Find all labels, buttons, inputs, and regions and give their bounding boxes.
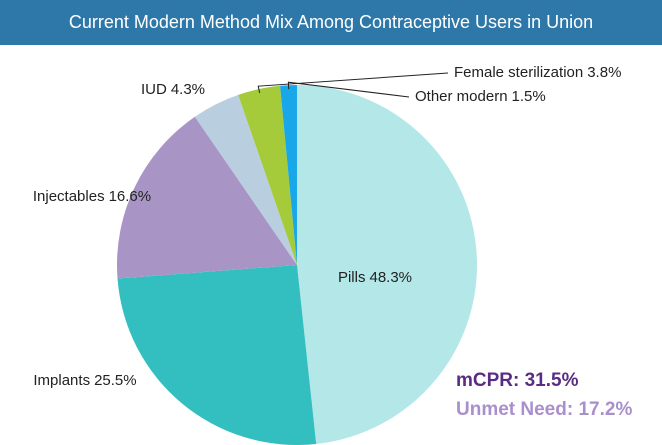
slice-name: IUD — [141, 81, 167, 98]
pie-slice — [297, 85, 478, 444]
slice-value: 25.5% — [94, 372, 137, 389]
pie-slice — [194, 94, 297, 266]
annotation: Unmet Need: 17.2% — [456, 399, 632, 420]
leader-line — [287, 81, 410, 98]
slice-name: Other modern — [415, 88, 508, 105]
slice-label: Injectables 16.6% — [33, 188, 151, 205]
slice-value: 3.8% — [587, 64, 621, 81]
slice-value: 1.5% — [512, 88, 546, 105]
pie-slice — [238, 85, 297, 265]
pie-slice — [116, 116, 297, 279]
pie-slice — [280, 85, 297, 265]
slice-name: Female sterilization — [454, 64, 583, 81]
slice-label: IUD 4.3% — [141, 81, 205, 98]
chart-title: Current Modern Method Mix Among Contrace… — [69, 12, 593, 32]
slice-name: Implants — [33, 372, 90, 389]
title-bar — [0, 0, 662, 45]
slice-name: Pills — [338, 269, 366, 286]
slice-name: Injectables — [33, 188, 105, 205]
leader-line — [257, 72, 449, 94]
slice-label: Female sterilization 3.8% — [454, 64, 621, 81]
slice-value: 4.3% — [171, 81, 205, 98]
annotation: mCPR: 31.5% — [456, 370, 579, 391]
slice-label: Implants 25.5% — [33, 372, 136, 389]
pie-slice — [117, 265, 317, 445]
slice-label: Pills 48.3% — [338, 269, 412, 286]
slice-value: 16.6% — [109, 188, 152, 205]
slice-label: Other modern 1.5% — [415, 88, 546, 105]
slice-value: 48.3% — [369, 269, 412, 286]
